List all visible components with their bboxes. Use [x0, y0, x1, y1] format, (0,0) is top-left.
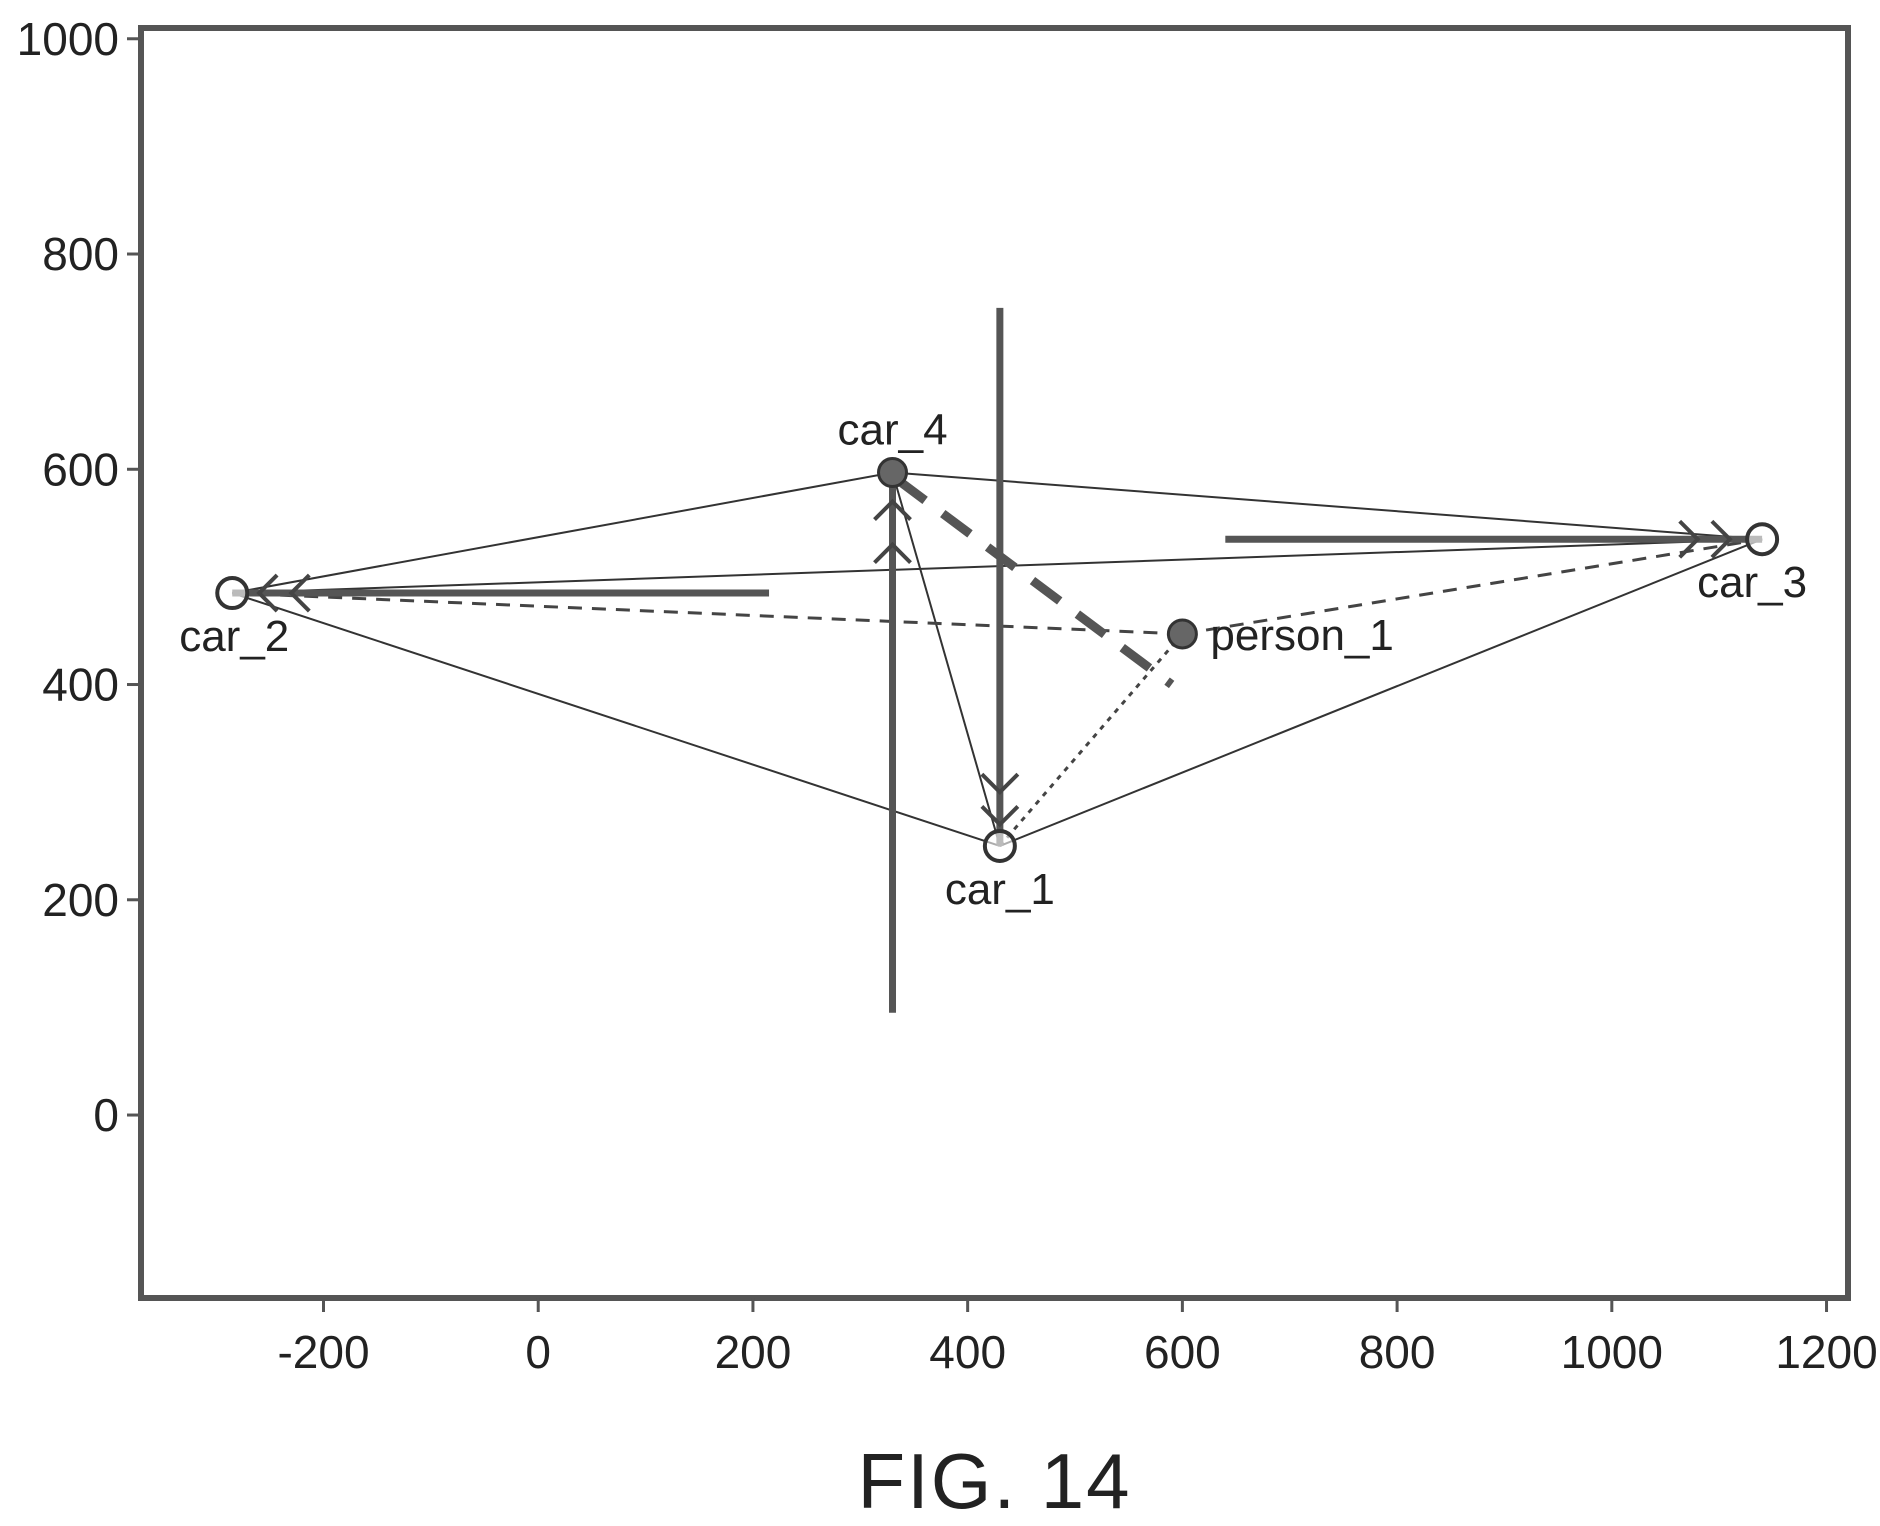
- data-points: [215, 457, 1780, 863]
- label-car_2: car_2: [179, 612, 289, 661]
- x-tick-label: 0: [525, 1326, 551, 1378]
- figure-caption: FIG. 14: [857, 1437, 1131, 1525]
- point-car_3: [1745, 522, 1780, 557]
- plot-frame: [138, 25, 1851, 1301]
- arrowhead: [1678, 519, 1701, 559]
- connection-car_2-car_1: [231, 592, 1001, 847]
- y-tick-label: 800: [42, 228, 119, 280]
- label-car_1: car_1: [945, 865, 1055, 914]
- y-tick-label: 0: [93, 1089, 119, 1141]
- connection-car_2-car_4: [232, 471, 893, 595]
- y-axis: 0 200 400 600 800 1000: [17, 13, 141, 1141]
- arrowheads: [256, 498, 1733, 828]
- arrowhead: [873, 541, 912, 565]
- connection-car_1-person_1: [998, 632, 1184, 847]
- trajectory-segments: [232, 307, 1763, 1013]
- x-tick-label: 600: [1144, 1326, 1221, 1378]
- connection-person_1-car_3: [1182, 537, 1763, 636]
- y-tick-label: 400: [42, 659, 119, 711]
- label-person_1: person_1: [1210, 611, 1393, 660]
- arrowhead: [288, 573, 311, 613]
- point-car_2: [215, 576, 250, 611]
- x-axis: -200 0 200 400 600 800 1000 1200: [277, 1298, 1878, 1378]
- arrowhead: [1710, 519, 1733, 559]
- x-tick-label: 1000: [1561, 1326, 1663, 1378]
- x-tick-label: 200: [715, 1326, 792, 1378]
- point-car_1: [982, 828, 1017, 863]
- x-tick-label: -200: [277, 1326, 369, 1378]
- arrowhead: [256, 573, 279, 613]
- point-labels: car_1 car_2 car_3 car_4 person_1: [179, 406, 1807, 914]
- arrowhead: [980, 772, 1020, 795]
- connection-car_4-car_3: [892, 471, 1763, 541]
- connection-car_4-car_1: [891, 472, 1001, 847]
- connection-car_2-person_1: [232, 591, 1183, 636]
- label-car_3: car_3: [1697, 558, 1807, 607]
- point-car_4: [877, 457, 909, 488]
- y-tick-label: 200: [42, 874, 119, 926]
- arrowhead: [980, 805, 1020, 828]
- point-person_1: [1166, 618, 1198, 650]
- arrowhead: [873, 498, 912, 521]
- y-tick-label: 600: [42, 443, 119, 495]
- connection-car_1-car_3: [999, 538, 1763, 847]
- label-car_4: car_4: [837, 406, 947, 455]
- x-tick-label: 400: [929, 1326, 1006, 1378]
- x-tick-label: 800: [1359, 1326, 1436, 1378]
- x-tick-label: 1200: [1775, 1326, 1877, 1378]
- y-tick-label: 1000: [17, 13, 119, 65]
- trajectory-segment-5: [895, 476, 1175, 689]
